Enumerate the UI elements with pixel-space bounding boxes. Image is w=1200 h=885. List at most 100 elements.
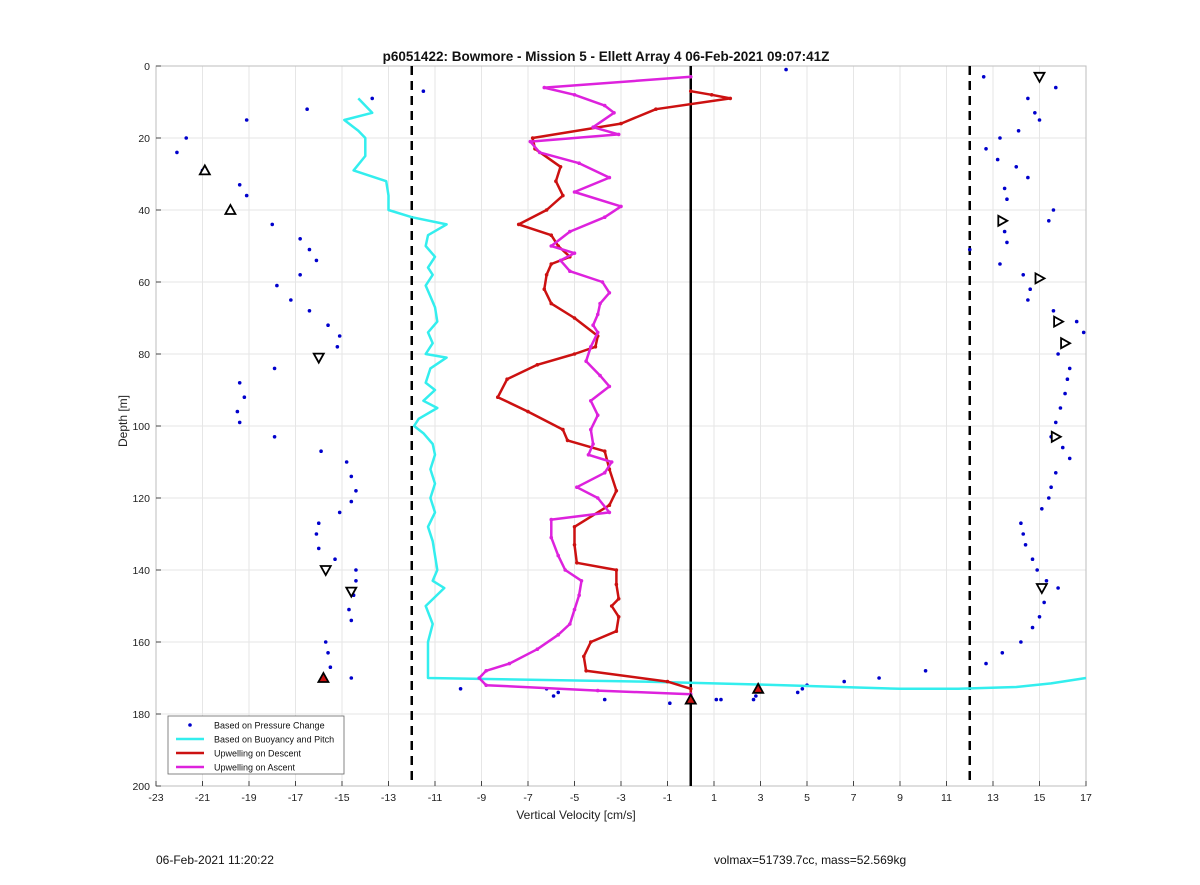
y-tick-label: 80: [138, 349, 150, 361]
pressure-change-point: [1074, 319, 1079, 324]
pressure-change-point: [298, 273, 302, 277]
line-point: [584, 669, 588, 673]
pressure-change-point: [754, 694, 758, 698]
pressure-change-point: [1053, 85, 1058, 90]
pressure-change-point: [349, 474, 354, 479]
line-point: [572, 352, 577, 356]
pressure-change-point: [307, 309, 312, 313]
y-tick-label: 100: [132, 421, 150, 433]
descent-upwelling-line: [496, 89, 732, 696]
line-point: [584, 359, 588, 364]
y-tick-label: 180: [132, 709, 150, 721]
x-tick-label: -7: [523, 792, 532, 804]
line-point: [563, 568, 567, 572]
pressure-change-point: [307, 247, 312, 252]
pressure-change-point: [1005, 197, 1009, 201]
x-tick-label: -11: [428, 792, 443, 804]
pressure-change-point: [237, 420, 242, 425]
line-point: [568, 229, 572, 234]
line-point: [568, 622, 572, 626]
line-point: [544, 208, 549, 212]
pressure-change-point: [175, 150, 179, 155]
pressure-change-point: [1026, 96, 1030, 101]
pressure-change-point: [344, 460, 349, 464]
x-tick-label: -21: [195, 792, 210, 804]
line-point: [526, 409, 530, 414]
pressure-change-point: [337, 334, 342, 338]
pressure-change-point: [349, 499, 354, 504]
line-point: [591, 442, 595, 446]
line-point: [544, 273, 549, 277]
pressure-change-point: [1016, 129, 1021, 133]
pressure-change-point: [1051, 309, 1056, 313]
triangle-right-marker: [997, 214, 1010, 228]
pressure-change-point: [370, 96, 375, 101]
line-point: [709, 93, 714, 97]
line-point: [607, 510, 612, 515]
line-point: [602, 449, 607, 454]
line-point: [554, 179, 558, 183]
pressure-change-point: [719, 697, 723, 702]
x-tick-label: 3: [758, 792, 764, 804]
pressure-change-point: [270, 222, 275, 227]
line-point: [595, 330, 600, 335]
line-point: [549, 233, 554, 237]
pressure-change-point: [272, 366, 277, 371]
pressure-change-point: [237, 381, 242, 385]
pressure-change-point: [842, 679, 846, 684]
line-point: [477, 676, 481, 680]
line-point: [484, 683, 488, 687]
line-point: [572, 190, 577, 194]
line-point: [568, 269, 572, 274]
line-point: [588, 640, 593, 644]
pressure-change-point: [668, 701, 672, 705]
pressure-change-point: [333, 557, 337, 561]
grid: [155, 65, 1087, 787]
line-point: [591, 125, 595, 129]
pressure-change-point: [354, 568, 358, 572]
line-point: [582, 654, 586, 659]
line-point: [588, 427, 593, 432]
pressure-change-point: [349, 676, 354, 680]
line-point: [556, 633, 561, 637]
y-tick-label: 160: [132, 637, 150, 649]
pressure-change-point: [1019, 640, 1023, 644]
line-point: [556, 553, 561, 558]
pressure-change-point: [1033, 111, 1037, 115]
line-point: [598, 373, 602, 378]
pressure-change-point: [1023, 543, 1028, 547]
line-point: [598, 301, 602, 306]
line-point: [616, 615, 621, 619]
x-tick-label: 9: [897, 792, 903, 804]
y-axis-label: Depth [m]: [116, 395, 130, 447]
pressure-change-point: [1021, 273, 1026, 277]
x-axis-label: Vertical Velocity [cm/s]: [516, 808, 635, 822]
line-point: [595, 312, 600, 317]
pressure-change-point: [347, 607, 351, 612]
pressure-change-point: [244, 118, 249, 122]
line-point: [558, 258, 563, 263]
pressure-change-point: [714, 697, 719, 702]
pressure-change-point: [1026, 175, 1030, 180]
line-point: [619, 204, 623, 209]
line-point: [537, 150, 542, 155]
line-point: [593, 345, 598, 349]
plot-timestamp: 06-Feb-2021 11:20:22: [156, 853, 274, 867]
pressure-change-point: [458, 687, 463, 691]
legend: Based on Pressure Change Based on Buoyanc…: [167, 715, 345, 775]
pressure-change-point: [1002, 186, 1007, 191]
line-point: [572, 93, 577, 97]
pressure-change-point: [335, 345, 340, 349]
y-tick-label: 20: [138, 133, 150, 145]
pressure-change-point: [242, 395, 247, 400]
pressure-change-point: [1014, 165, 1019, 169]
line-point: [588, 345, 593, 349]
pressure-change-point: [272, 435, 277, 439]
pressure-change-point: [1067, 366, 1072, 371]
x-tick-label: -19: [241, 792, 256, 804]
line-point: [591, 323, 595, 328]
y-tick-label: 60: [138, 277, 150, 289]
pressure-change-point: [314, 258, 319, 263]
line-point: [572, 543, 577, 547]
line-point: [561, 193, 565, 198]
